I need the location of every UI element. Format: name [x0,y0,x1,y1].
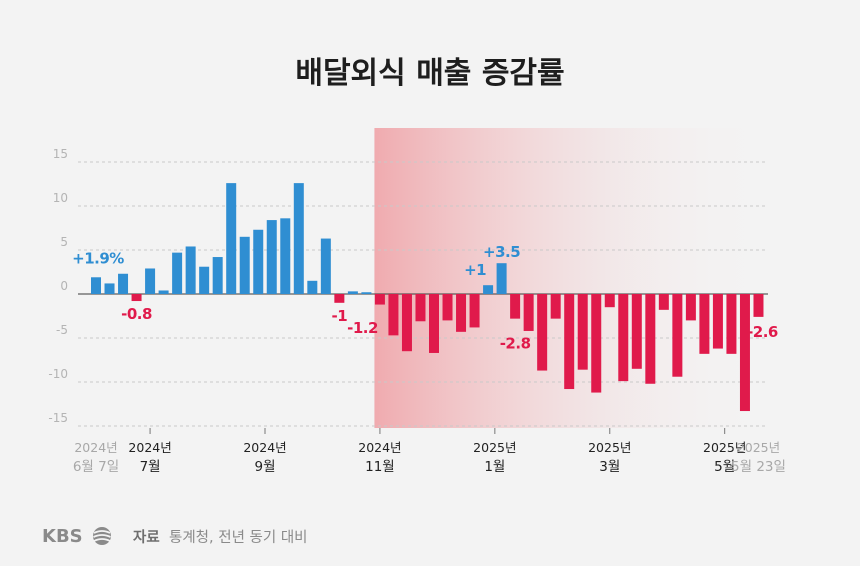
x-label-year: 2024년 [243,440,286,455]
bar [699,294,710,354]
bar [550,294,561,319]
bar [280,218,291,294]
data-label: -0.8 [121,305,152,323]
bar [753,294,764,317]
bar [199,266,210,294]
x-label-month: 5월 23일 [731,459,786,475]
bar [510,294,521,319]
x-label-month: 1월 [484,459,505,475]
bar [564,294,575,390]
y-axis-ticks: 15 10 5 0 -5 -10 -15 [48,147,68,425]
bar [172,252,183,294]
bar [401,294,412,352]
bar [672,294,683,377]
data-label: -1 [332,307,348,325]
bar [145,268,156,294]
data-label: +1 [464,261,486,279]
bar [347,291,358,294]
x-label-year: 2024년 [358,440,401,455]
bar [361,292,372,294]
data-label: +3.5 [483,243,520,261]
bar [307,280,318,294]
bar [226,183,237,294]
source-text: 통계청, 전년 동기 대비 [169,529,308,546]
bar [726,294,737,354]
y-tick-label: -15 [48,411,68,425]
data-label: -2.8 [500,335,531,353]
bar [577,294,588,370]
x-label-month: 3월 [599,459,620,475]
bar [456,294,467,332]
kbs-logo-text: KBS [42,526,83,547]
kbs-logo-icon [93,527,111,545]
x-label-year: 2025년 [588,440,631,455]
x-axis-labels: 2024년 6월 7일 2024년 7월 2024년 9월 2024년 11월 2025년 1월 2… [73,428,786,475]
y-tick-label: 0 [60,279,68,293]
bar [496,263,507,294]
bar [631,294,642,369]
bar [158,290,169,294]
x-label-year: 2025년 [473,440,516,455]
bar [388,294,399,336]
x-label-month: 9월 [254,459,275,475]
bar [415,294,426,322]
bar [91,277,101,294]
bar [212,257,223,294]
data-label: +1.9% [72,249,124,267]
bar [320,238,331,294]
bar [131,294,142,302]
bar [469,294,480,328]
bar [374,294,385,305]
bar [429,294,439,353]
y-tick-label: 5 [60,235,68,249]
bar [442,294,453,321]
x-label-year: 2024년 [74,440,117,455]
bar [523,294,534,331]
x-label-month: 11월 [365,459,395,475]
bar [604,294,615,308]
x-label-month: 5월 [714,459,735,475]
x-label-year: 2025년 [703,440,746,455]
bar [104,283,115,294]
bar [658,294,669,310]
bar [334,294,345,303]
bar [712,294,723,349]
bar [739,294,750,412]
y-tick-label: 10 [53,191,68,205]
bar [645,294,656,384]
x-label-month: 6월 7일 [73,459,119,475]
bar [591,294,602,393]
bar [685,294,696,321]
bar [118,273,129,294]
x-label-year: 2024년 [128,440,171,455]
y-tick-label: -5 [56,323,68,337]
bar [239,236,250,294]
x-label-year: 2025년 [737,440,780,455]
data-labels: +1.9% -0.8 -1-1.2 +1+3.5 -2.8 -2.6 [72,243,778,352]
y-tick-label: -10 [48,367,68,381]
bar [483,285,494,294]
bar [253,229,264,294]
bar [618,294,629,382]
source-label: 자료 [133,529,160,546]
x-label-month: 7월 [140,459,161,475]
bars [91,183,764,412]
y-tick-label: 15 [53,147,68,161]
data-label: -1.2 [347,319,378,337]
data-label: -2.6 [747,323,778,341]
bar [293,183,304,294]
bar [537,294,548,371]
chart-title: 배달외식 매출 증감률 [295,56,564,91]
bar [185,246,196,294]
bar [266,220,277,294]
